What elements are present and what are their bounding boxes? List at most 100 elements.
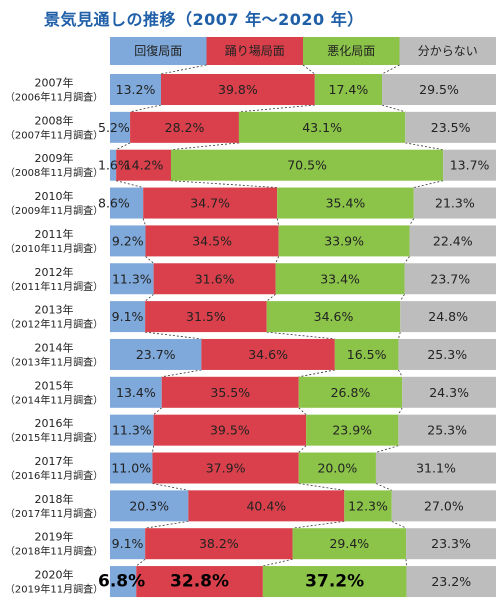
data-label-recovery: 11.3% (112, 271, 152, 286)
data-label-recovery: 5.2% (98, 120, 130, 135)
row-survey-label: （2012年11月調査） (5, 318, 103, 331)
data-label-worsening: 43.1% (302, 120, 342, 135)
data-label-worsening: 70.5% (287, 158, 327, 173)
connector-line (267, 332, 335, 339)
data-label-recovery: 11.3% (112, 423, 152, 438)
connector-line (299, 484, 345, 491)
connector-line (152, 446, 153, 453)
data-label-recovery: 20.3% (129, 498, 169, 513)
row-survey-label: （2015年11月調査） (5, 431, 103, 444)
data-label-worsening: 35.4% (326, 196, 366, 211)
connector-line (293, 521, 345, 528)
legend-label-plateau: 踊り場局面 (225, 44, 285, 58)
connector-line (398, 370, 402, 377)
data-label-worsening: 20.0% (317, 461, 357, 476)
connector-line (162, 370, 202, 377)
data-label-worsening: 33.4% (320, 271, 360, 286)
data-label-plateau: 35.5% (210, 385, 250, 400)
data-label-plateau: 37.9% (206, 461, 246, 476)
data-label-unknown: 24.8% (428, 309, 468, 324)
row-year-label: 2018年 (35, 492, 74, 506)
row-survey-label: （2013年11月調査） (5, 355, 103, 368)
data-label-plateau: 32.8% (170, 572, 229, 592)
connector-line (154, 408, 162, 415)
connector-line (382, 105, 405, 112)
data-label-plateau: 39.8% (218, 82, 258, 97)
row-survey-label: （2011年11月調査） (5, 280, 103, 293)
connector-line (136, 559, 145, 566)
data-label-unknown: 27.0% (424, 498, 464, 513)
data-label-worsening: 12.3% (348, 498, 388, 513)
data-label-unknown: 22.4% (433, 233, 473, 248)
row-survey-label: （2019年11月調査） (5, 583, 103, 596)
connector-line (299, 446, 306, 453)
data-label-worsening: 16.5% (347, 347, 387, 362)
data-label-recovery: 13.4% (116, 385, 156, 400)
data-label-worsening: 23.9% (332, 423, 372, 438)
data-label-plateau: 38.2% (199, 536, 239, 551)
connector-line (130, 105, 161, 112)
data-label-unknown: 23.3% (431, 536, 471, 551)
data-label-plateau: 34.6% (248, 347, 288, 362)
connector-line (303, 65, 315, 74)
row-survey-label: （2009年11月調査） (5, 204, 103, 217)
connector-line (171, 143, 239, 150)
row-year-label: 2017年 (35, 454, 74, 468)
row-year-label: 2010年 (35, 189, 74, 203)
data-label-plateau: 39.5% (210, 423, 250, 438)
data-label-worsening: 26.8% (331, 385, 371, 400)
row-survey-label: （2010年11月調査） (5, 242, 103, 255)
row-survey-label: （2017年11月調査） (5, 507, 103, 520)
connector-line (143, 219, 145, 226)
data-label-plateau: 31.5% (186, 309, 226, 324)
row-survey-label: （2014年11月調査） (5, 393, 103, 406)
data-label-unknown: 25.3% (427, 347, 467, 362)
data-label-unknown: 29.5% (419, 82, 459, 97)
connector-line (267, 294, 276, 301)
data-label-recovery: 6.8% (98, 572, 145, 592)
data-label-unknown: 23.2% (431, 574, 471, 589)
data-label-plateau: 34.7% (190, 196, 230, 211)
connector-line (161, 65, 206, 74)
connector-line (398, 332, 400, 339)
connector-line (146, 256, 154, 263)
connector-line (410, 219, 414, 226)
row-survey-label: （2006年11月調査） (5, 91, 103, 104)
data-label-unknown: 21.3% (435, 196, 475, 211)
legend-label-unknown: 分からない (418, 44, 478, 58)
connector-line (171, 181, 277, 188)
row-year-label: 2013年 (35, 303, 74, 317)
row-year-label: 2015年 (35, 378, 74, 392)
connector-line (398, 408, 402, 415)
row-year-label: 2012年 (35, 265, 74, 279)
data-label-recovery: 9.1% (112, 309, 144, 324)
row-survey-label: （2018年11月調査） (5, 545, 103, 558)
data-label-recovery: 8.6% (98, 196, 130, 211)
data-label-unknown: 24.3% (429, 385, 469, 400)
connector-line (382, 65, 399, 74)
data-label-plateau: 14.2% (124, 158, 164, 173)
connector-line (116, 181, 143, 188)
connector-line (392, 521, 406, 528)
legend-label-recovery: 回復局面 (134, 43, 182, 58)
row-year-label: 2009年 (35, 151, 74, 165)
row-year-label: 2007年 (35, 76, 74, 90)
connector-line (145, 332, 201, 339)
data-label-recovery: 23.7% (136, 347, 176, 362)
row-year-label: 2019年 (35, 530, 74, 544)
data-label-worsening: 17.4% (329, 82, 369, 97)
row-year-label: 2014年 (35, 340, 74, 354)
connector-line (376, 484, 392, 491)
connector-line (116, 143, 130, 150)
row-survey-label: （2016年11月調査） (5, 469, 103, 482)
data-label-worsening: 34.6% (314, 309, 354, 324)
connector-line (263, 559, 293, 566)
data-label-recovery: 13.2% (116, 82, 156, 97)
connector-line (405, 256, 410, 263)
row-year-label: 2020年 (35, 568, 74, 582)
connector-line (376, 446, 398, 453)
connector-line (299, 408, 306, 415)
legend-label-worsening: 悪化局面 (327, 44, 375, 58)
row-year-label: 2011年 (35, 227, 74, 241)
